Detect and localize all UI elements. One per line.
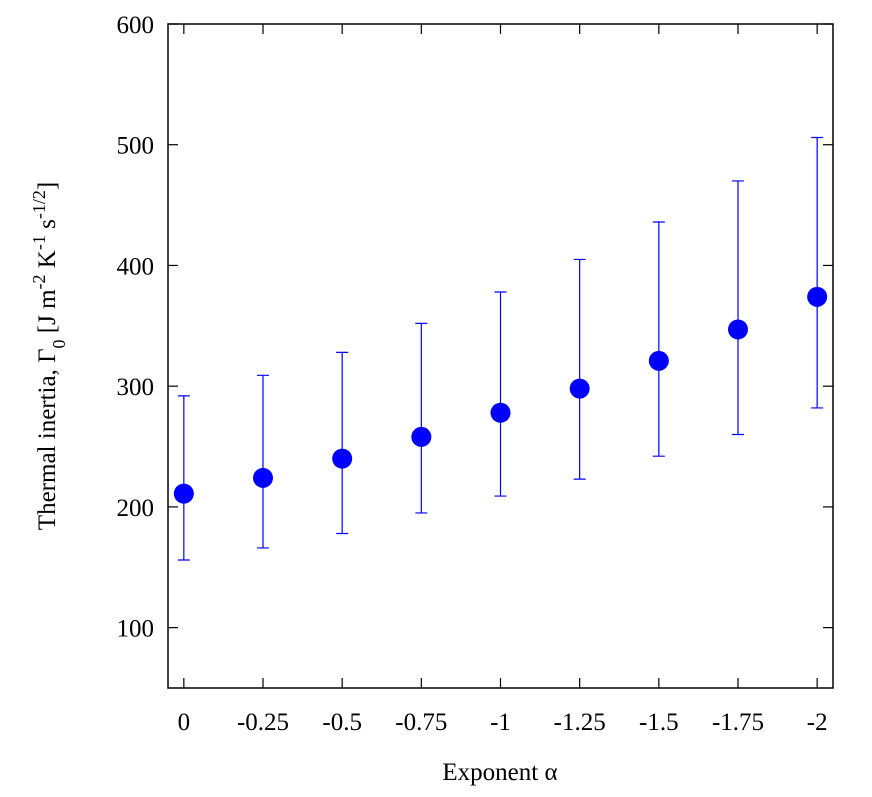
point xyxy=(173,483,194,504)
x-tick-label: 0 xyxy=(178,709,191,736)
point xyxy=(490,402,511,423)
y-axis-label: Thermal inertia, Γ0 [J m-2 K-1 s-1/2] xyxy=(29,182,69,530)
y-tick-label: 300 xyxy=(117,374,155,401)
y-axis-label-part: [J m xyxy=(34,289,61,340)
x-tick-label: -1.5 xyxy=(639,709,679,736)
point xyxy=(648,350,669,371)
error-bar xyxy=(494,291,507,497)
y-axis-label-part: s xyxy=(34,219,61,235)
y-axis-label-part: K xyxy=(34,250,61,274)
x-tick-label: -0.5 xyxy=(322,709,362,736)
point xyxy=(728,319,748,340)
error-bar xyxy=(177,395,190,561)
x-tick-label: -1 xyxy=(490,709,511,736)
y-tick-label: 200 xyxy=(117,495,155,522)
x-tick-label: -0.75 xyxy=(395,709,447,736)
point xyxy=(332,448,353,469)
x-axis-label: Exponent α xyxy=(442,759,557,786)
error-bar xyxy=(257,374,269,549)
point xyxy=(253,467,273,488)
error-bar xyxy=(336,351,349,535)
point xyxy=(569,378,590,399)
y-axis-label-part: Thermal inertia, Γ xyxy=(34,348,61,530)
y-tick-label: 500 xyxy=(117,133,155,160)
error-bar xyxy=(652,221,665,457)
x-tick-label: -0.25 xyxy=(237,709,289,736)
y-axis-label-part: -2 xyxy=(29,274,49,289)
y-axis-label-part: ] xyxy=(34,182,61,190)
x-tick-label: -1.25 xyxy=(554,709,606,736)
error-bar xyxy=(811,136,824,409)
y-tick-label: 100 xyxy=(117,616,155,643)
y-tick-label: 400 xyxy=(117,253,155,280)
error-bar xyxy=(573,258,586,480)
y-axis-label-part: -1 xyxy=(29,235,49,250)
error-bar xyxy=(732,180,744,436)
point xyxy=(807,286,828,307)
x-tick-label: -1.75 xyxy=(712,709,764,736)
error-bar xyxy=(415,322,428,514)
point xyxy=(411,426,432,447)
x-tick-label: -2 xyxy=(807,709,828,736)
y-axis-label-part: 0 xyxy=(49,339,69,348)
y-tick-label: 600 xyxy=(117,12,155,39)
y-axis-label-part: -1/2 xyxy=(29,190,49,219)
